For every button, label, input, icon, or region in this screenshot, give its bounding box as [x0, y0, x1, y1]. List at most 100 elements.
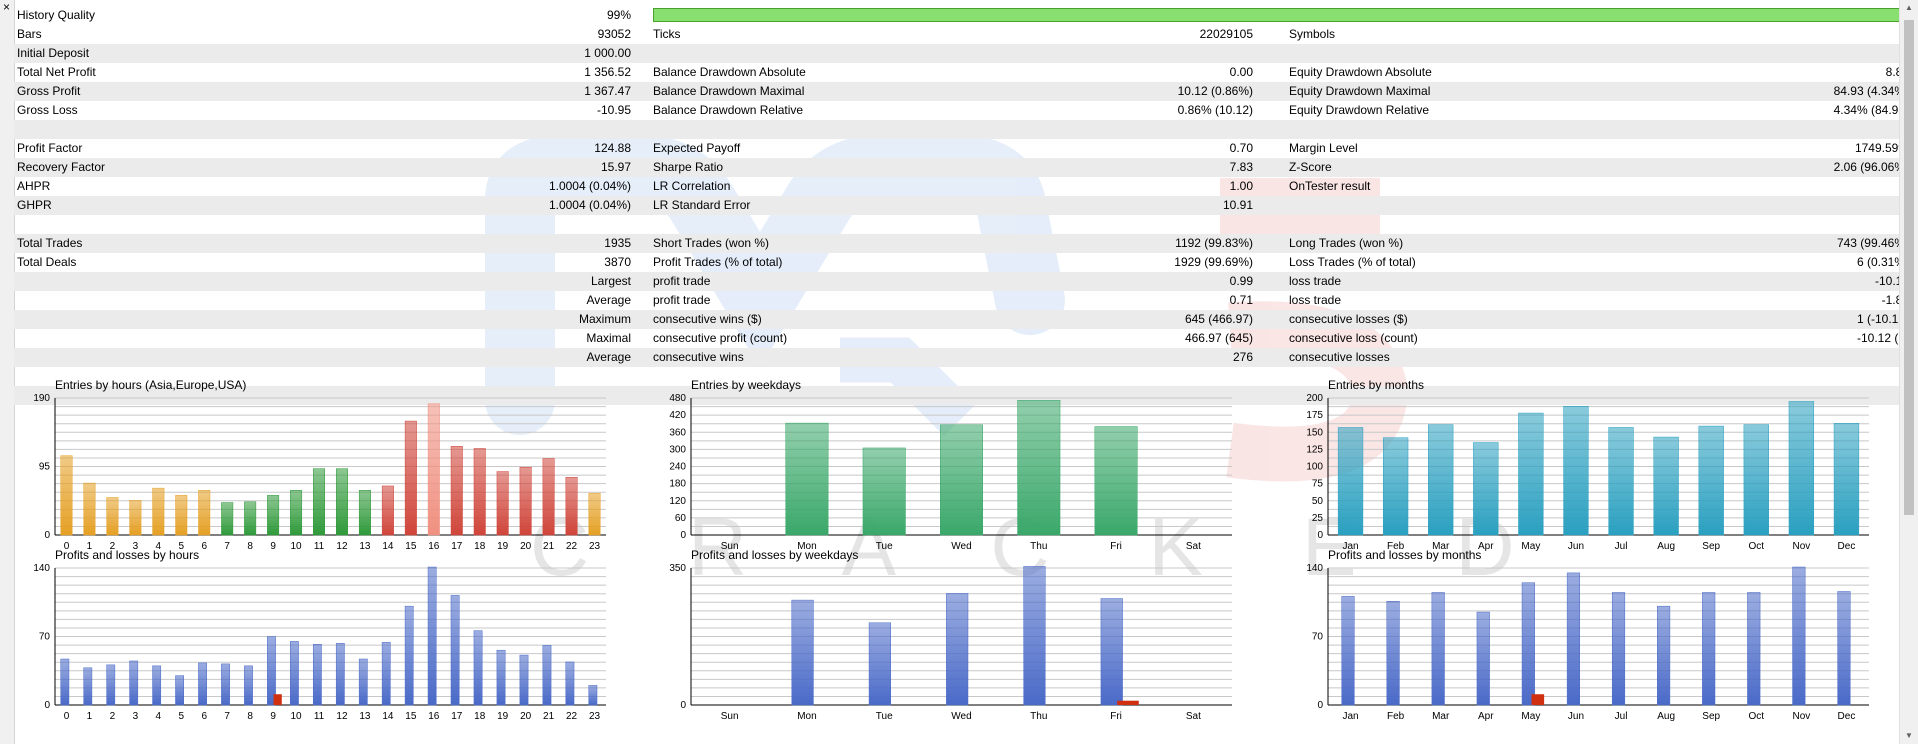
bar [267, 495, 280, 536]
scroll-down-icon[interactable]: ▼ [1905, 731, 1913, 740]
chart-3: Profits and losses by hours 140 70 0 0 1 2 3 4 5 6… [10, 548, 611, 733]
left-metric-value: Maximal [586, 331, 631, 345]
bar [198, 490, 211, 536]
report-row: AHPR 1.0004 (0.04%) LR Correlation 1.00 OnTe… [14, 177, 1909, 196]
profit-bar [868, 622, 891, 706]
profit-bar [519, 654, 529, 706]
left-metric-label: AHPR [17, 179, 51, 193]
bar [358, 490, 371, 536]
scrollbar-thumb[interactable] [1904, 20, 1914, 515]
middle-metric-value: 0.00 [1229, 65, 1253, 79]
x-tick-label: Dec [1838, 541, 1856, 552]
x-tick-label: 21 [543, 541, 555, 552]
left-metric-value [317, 120, 631, 139]
x-tick-label: 16 [428, 711, 440, 722]
x-tick-label: Aug [1657, 711, 1675, 722]
report-row: Average profit trade 0.71 loss trade -1.82 [14, 291, 1909, 310]
x-tick-label: Nov [1792, 711, 1810, 722]
right-metric-label: loss trade [1289, 293, 1342, 307]
report-row: Total Net Profit 1 356.52 Balance Drawdown… [14, 63, 1909, 82]
profit-bar [1611, 592, 1626, 706]
middle-metric-label: consecutive profit (count) [653, 331, 788, 345]
y-tick-label: 0 [1317, 700, 1323, 711]
vertical-scrollbar[interactable]: ▲ ▼ [1899, 0, 1918, 744]
right-metric-value: 8.84 [1885, 65, 1909, 79]
middle-metric-label: profit trade [653, 274, 711, 288]
left-metric-label: Total Trades [17, 236, 83, 250]
x-tick-label: 14 [382, 711, 394, 722]
right-metric-value: -10.12 [1874, 274, 1909, 288]
profit-bar [1100, 598, 1123, 706]
bar [83, 482, 96, 536]
profit-bar [946, 593, 969, 706]
chart-4: Profits and losses by weekdays 350 0 Sun Mon… [646, 548, 1237, 733]
report-row: Total Trades 1935 Short Trades (won %) 1192… [14, 234, 1909, 253]
scroll-up-icon[interactable]: ▲ [1905, 3, 1913, 12]
x-tick-label: 10 [291, 541, 303, 552]
x-tick-label: 12 [336, 711, 348, 722]
chart-plot: 140 70 0 Jan Feb Mar Apr May Jun Jul Aug Sep Oct Nov D… [1306, 563, 1869, 722]
middle-metric-value: 0.99 [1229, 274, 1253, 288]
left-metric-label: Profit Factor [17, 141, 83, 155]
x-tick-label: May [1521, 711, 1540, 722]
report-row: Total Deals 3870 Profit Trades (% of total… [14, 253, 1909, 272]
y-tick-label: 120 [669, 496, 686, 507]
left-metric-label: GHPR [17, 198, 52, 212]
bar [175, 495, 188, 536]
x-tick-label: Jul [1615, 711, 1628, 722]
x-tick-label: 5 [178, 711, 184, 722]
middle-metric-label [653, 44, 953, 63]
middle-metric-label: LR Standard Error [653, 198, 751, 212]
y-tick-label: 0 [680, 530, 686, 541]
right-metric-label: Symbols [1289, 27, 1336, 41]
report-row: Initial Deposit 1 000.00 [14, 44, 1900, 63]
right-metric-value: 2.06 (96.06%) [1833, 160, 1909, 174]
x-tick-label: 17 [451, 541, 463, 552]
y-tick-label: 100 [1306, 462, 1323, 473]
y-tick-label: 0 [44, 700, 50, 711]
right-metric-value [1514, 196, 1909, 215]
middle-metric-value: 1929 (99.69%) [1174, 255, 1253, 269]
middle-metric-value: 0.86% (10.12) [1177, 103, 1253, 117]
middle-metric-value: 0.71 [1229, 293, 1253, 307]
x-tick-label: 3 [133, 711, 139, 722]
chart-title: Entries by weekdays [691, 378, 802, 392]
profit-bar [427, 566, 437, 706]
bar [335, 468, 348, 536]
report-row: Largest profit trade 0.99 loss trade -10.12 [14, 272, 1909, 291]
left-metric-label [17, 291, 347, 310]
right-metric-label: Z-Score [1289, 160, 1332, 174]
x-tick-label: Mar [1432, 541, 1450, 552]
right-metric-value [1514, 215, 1909, 234]
middle-metric-label: LR Correlation [653, 179, 731, 193]
x-tick-label: 5 [178, 541, 184, 552]
middle-metric-label: Ticks [653, 27, 681, 41]
report-row: Gross Loss -10.95 Balance Drawdown Relativ… [14, 101, 1909, 120]
right-metric-label: Margin Level [1289, 141, 1358, 155]
middle-metric-value [953, 120, 1253, 139]
profit-bar [1023, 566, 1046, 706]
x-tick-label: 21 [543, 711, 555, 722]
middle-metric-value: 1192 (99.83%) [1175, 236, 1253, 250]
x-tick-label: 19 [497, 541, 509, 552]
x-tick-label: Sun [721, 711, 739, 722]
left-metric-label: Bars [17, 27, 42, 41]
middle-metric-value: 22029105 [1199, 27, 1253, 41]
x-tick-label: Mon [797, 711, 816, 722]
x-tick-label: Wed [951, 541, 971, 552]
x-tick-label: Oct [1749, 711, 1765, 722]
x-tick-label: 18 [474, 711, 486, 722]
middle-metric-label [653, 120, 953, 139]
history-quality-label: History Quality [17, 8, 96, 22]
close-icon[interactable]: × [2, 0, 10, 14]
y-tick-label: 70 [1312, 632, 1324, 643]
y-tick-label: 125 [1306, 444, 1323, 455]
y-tick-label: 190 [33, 393, 50, 404]
middle-metric-value: 645 (466.97) [1184, 312, 1253, 326]
profit-bar [244, 665, 253, 706]
x-tick-label: 1 [87, 541, 93, 552]
y-tick-label: 60 [675, 513, 687, 524]
middle-metric-label: Short Trades (won %) [653, 236, 770, 250]
x-tick-label: 12 [336, 541, 348, 552]
